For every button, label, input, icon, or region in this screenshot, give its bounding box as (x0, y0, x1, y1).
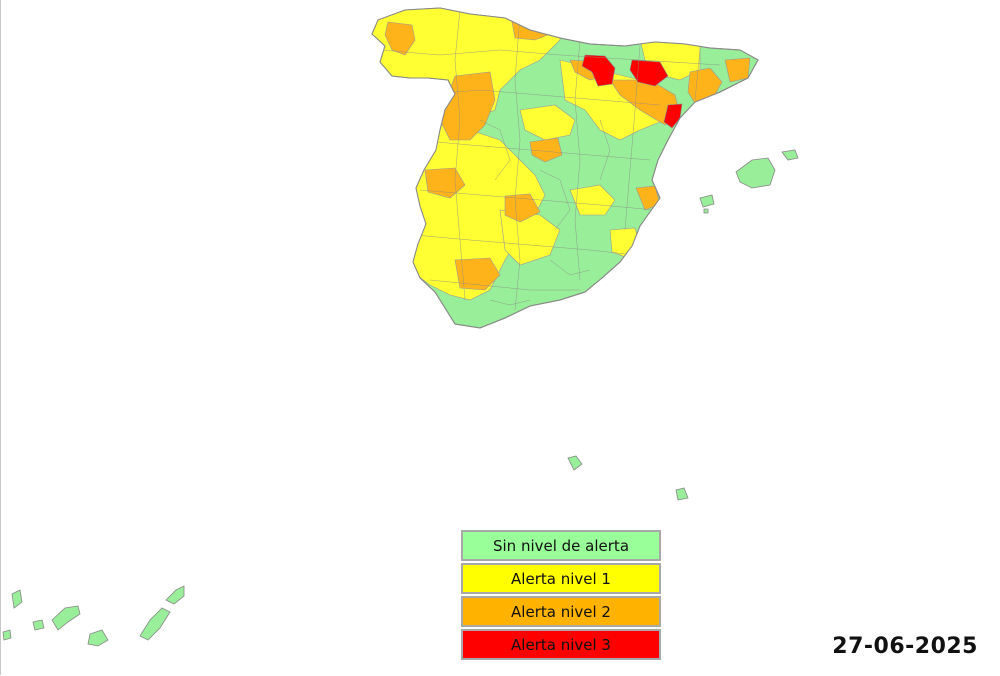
map-date: 27-06-2025 (832, 634, 978, 659)
legend-label: Alerta nivel 2 (511, 602, 611, 621)
legend-item-no-alert: Sin nivel de alerta (461, 530, 661, 561)
legend-label: Sin nivel de alerta (492, 536, 630, 555)
legend-item-level-3: Alerta nivel 3 (461, 629, 661, 660)
canary-islands (2, 585, 185, 647)
legend-item-level-2: Alerta nivel 2 (461, 596, 661, 627)
peninsula (371, 7, 759, 329)
ceuta-melilla (567, 455, 689, 501)
district-borders (379, 9, 721, 311)
legend-label: Alerta nivel 3 (511, 635, 611, 654)
balearic-islands (699, 149, 799, 214)
legend-label: Alerta nivel 1 (511, 569, 611, 588)
legend: Sin nivel de alerta Alerta nivel 1 Alert… (461, 530, 661, 662)
alert-level-3-zones (581, 54, 683, 129)
legend-item-level-1: Alerta nivel 1 (461, 563, 661, 594)
